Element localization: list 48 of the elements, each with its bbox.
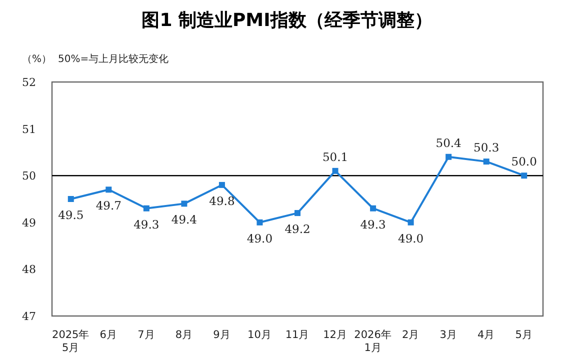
point [521, 172, 528, 179]
x-tick-label: 6月 [100, 329, 118, 341]
point [446, 154, 452, 160]
point [218, 182, 225, 188]
point [294, 210, 300, 216]
point [256, 219, 263, 226]
data-label: 49.5 [58, 208, 84, 222]
data-label: 49.3 [134, 217, 160, 232]
x-tick-label: 12月 [323, 329, 348, 341]
point [370, 205, 376, 212]
x-tick-label: 3月 [440, 329, 458, 341]
x-tick-label: 2月 [402, 329, 420, 341]
data-label: 50.1 [322, 150, 348, 164]
point [332, 168, 338, 174]
data-label: 49.0 [398, 231, 424, 246]
data-label: 49.0 [246, 231, 273, 246]
y-axis-title: （%） [22, 54, 52, 65]
point [483, 158, 490, 165]
y-tick-label: 48 [22, 263, 36, 276]
x-tick-label: 5月 [515, 329, 533, 341]
point [143, 205, 150, 212]
data-label: 50.0 [511, 154, 537, 169]
x-tick-label: 2025年 5月 [52, 329, 90, 354]
point [68, 196, 74, 202]
y-tick-label: 49 [22, 216, 36, 230]
y-tick-label: 51 [22, 122, 36, 136]
chart-title: 图1 制造业PMI指数（经季节调整） [142, 10, 432, 31]
text: 50%=与上月比较无变化 [58, 53, 169, 65]
data-label: 49.8 [209, 194, 235, 208]
x-tick-label: 2026年 1月 [354, 329, 392, 354]
data-label: 49.2 [284, 222, 310, 236]
x-tick-label: 7月 [138, 329, 156, 341]
point [181, 200, 188, 207]
point [106, 186, 112, 193]
data-label: 49.4 [171, 212, 197, 227]
y-tick-label: 50 [22, 170, 36, 183]
x-tick-label: 8月 [175, 329, 194, 341]
point [408, 219, 414, 226]
x-tick-label: 4月 [478, 329, 496, 341]
data-label: 49.3 [360, 217, 386, 232]
y-tick-label: 47 [22, 310, 36, 323]
data-label: 50.4 [436, 136, 462, 150]
x-tick-label: 11月 [285, 329, 310, 341]
x-tick-label: 9月 [213, 329, 231, 341]
y-tick-label: 52 [22, 76, 36, 89]
x-tick-label: 10月 [248, 329, 272, 341]
data-label: 50.3 [474, 140, 500, 155]
data-label: 49.7 [96, 198, 122, 213]
